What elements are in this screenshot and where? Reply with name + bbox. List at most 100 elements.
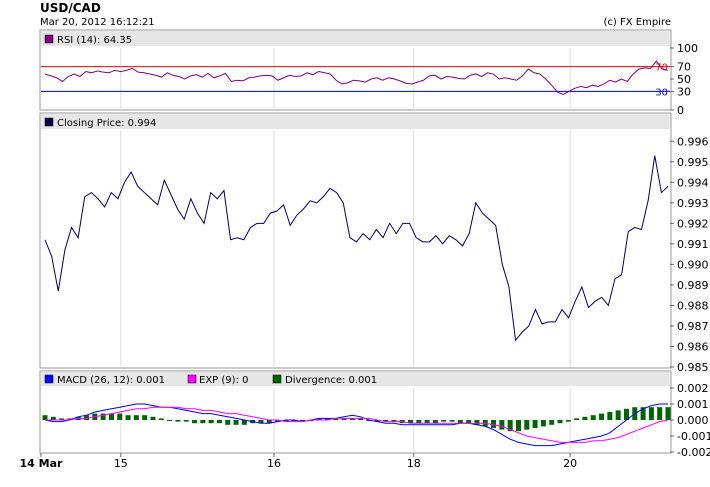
price-lines xyxy=(44,155,669,342)
rsi-grid xyxy=(120,48,571,110)
y-tick-label: 0.000 xyxy=(677,414,709,427)
divergence-bar xyxy=(200,420,206,424)
price-frame xyxy=(39,112,672,369)
price-grid xyxy=(120,131,571,367)
divergence-bar xyxy=(125,415,131,420)
divergence-bar xyxy=(192,420,198,424)
divergence-bar xyxy=(216,420,222,424)
divergence-bar xyxy=(466,420,472,424)
y-tick-label: 0.993 xyxy=(677,197,709,210)
divergence-bar xyxy=(175,420,181,422)
y-tick-label: 70 xyxy=(677,61,691,74)
x-tick-label: 16 xyxy=(267,457,281,470)
divergence-legend-swatch xyxy=(272,374,282,384)
divergence-legend-label: Divergence: 0.001 xyxy=(285,375,377,386)
divergence-bar xyxy=(574,418,580,420)
divergence-bar xyxy=(283,420,289,422)
y-tick-label: 0.988 xyxy=(677,299,709,312)
price-legend-swatch xyxy=(44,117,54,127)
divergence-bar xyxy=(507,420,513,432)
divergence-bar xyxy=(42,415,48,420)
exp-legend-swatch xyxy=(187,374,197,384)
divergence-bar xyxy=(540,420,546,427)
divergence-bar xyxy=(324,418,330,420)
divergence-bar xyxy=(565,420,571,422)
rsi-legend-swatch xyxy=(44,34,54,44)
divergence-bar xyxy=(640,407,646,420)
divergence-bar xyxy=(599,413,605,420)
divergence-bar xyxy=(374,420,380,422)
macd-legend-label: MACD (26, 12): 0.001 xyxy=(57,375,165,386)
divergence-bar xyxy=(424,420,430,424)
y-tick-label: 0.992 xyxy=(677,217,709,230)
divergence-bar xyxy=(233,420,239,425)
x-tick-label: 18 xyxy=(407,457,421,470)
divergence-bar xyxy=(208,420,214,424)
divergence-bar xyxy=(333,418,339,420)
divergence-bar xyxy=(50,416,56,420)
divergence-bar xyxy=(383,420,389,422)
divergence-bar xyxy=(300,420,306,421)
y-tick-label: 0.987 xyxy=(677,320,709,333)
divergence-bar xyxy=(84,415,90,420)
y-tick-label: -0.001 xyxy=(677,430,710,443)
macd-lines xyxy=(44,403,669,447)
divergence-bar xyxy=(341,418,347,420)
y-tick-label: 30 xyxy=(677,85,691,98)
divergence-bar xyxy=(457,420,463,424)
divergence-bar xyxy=(133,415,139,420)
divergence-bar xyxy=(108,413,114,420)
y-tick-label: 0.991 xyxy=(677,238,709,251)
divergence-bar xyxy=(407,420,413,424)
divergence-bar xyxy=(241,420,247,425)
exp-line xyxy=(45,406,669,443)
divergence-bar xyxy=(416,420,422,424)
y-tick-label: -0.002 xyxy=(677,446,710,459)
divergence-bar xyxy=(142,415,148,420)
y-tick-label: 0.995 xyxy=(677,156,709,169)
x-tick-label: 14 Mar xyxy=(20,457,64,470)
price-ticks: 0.985 0.986 0.987 0.988 0.989 0.990 0.991 0.992… xyxy=(670,135,709,374)
y-tick-label: 50 xyxy=(677,73,691,86)
divergence-bar xyxy=(158,418,164,420)
divergence-bar xyxy=(358,418,364,420)
divergence-bar xyxy=(117,413,123,420)
divergence-bar xyxy=(225,420,231,425)
divergence-bar xyxy=(515,420,521,432)
y-tick-label: 0.990 xyxy=(677,258,709,271)
x-tick-label: 15 xyxy=(114,457,128,470)
divergence-bar xyxy=(557,420,563,424)
macd-line xyxy=(44,403,668,447)
y-tick-label: 0.994 xyxy=(677,176,709,189)
divergence-bar xyxy=(275,420,281,422)
divergence-bar xyxy=(582,416,588,420)
y-tick-label: 0.001 xyxy=(677,398,709,411)
y-tick-label: 0.985 xyxy=(677,361,709,374)
chart-credit: (c) FX Empire xyxy=(604,17,672,28)
divergence-bar xyxy=(657,407,663,420)
divergence-bar xyxy=(623,408,629,420)
price-legend-label: Closing Price: 0.994 xyxy=(57,118,156,129)
divergence-bar xyxy=(665,407,671,420)
x-tick-label: 20 xyxy=(563,457,577,470)
divergence-bar xyxy=(150,416,156,420)
price-panel: Closing Price: 0.994 0.9850.9860.9870.98… xyxy=(39,112,709,374)
divergence-bar xyxy=(167,420,173,421)
divergence-bar xyxy=(532,420,538,428)
divergence-bar xyxy=(391,420,397,422)
divergence-bar xyxy=(59,418,65,420)
divergence-bar xyxy=(67,418,73,420)
divergence-bar xyxy=(499,420,505,430)
macd-ticks: -0.002 -0.001 0.000 0.001 0.002 xyxy=(670,382,710,459)
divergence-bar xyxy=(349,418,355,420)
divergence-bar xyxy=(100,413,106,420)
chart-timestamp: Mar 20, 2012 16:12:21 xyxy=(40,17,155,28)
y-tick-label: 0 xyxy=(677,104,684,117)
divergence-bar xyxy=(449,420,455,422)
y-tick-label: 0.002 xyxy=(677,382,709,395)
rsi-level-label: 30 xyxy=(655,87,668,98)
chart-title: USD/CAD xyxy=(40,1,101,15)
